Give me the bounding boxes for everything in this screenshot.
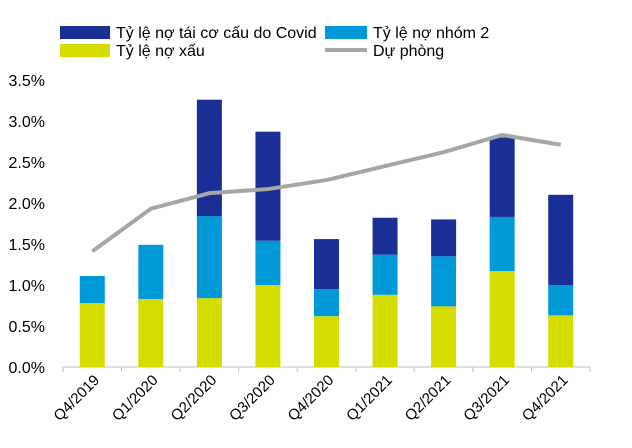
bar-tỷ-lệ-nợ-nhóm-2	[255, 240, 281, 285]
bar-tỷ-lệ-nợ-xấu	[489, 271, 515, 367]
bar-tỷ-lệ-nợ-nhóm-2	[79, 275, 105, 304]
bar-tỷ-lệ-nợ-nhóm-2	[489, 216, 515, 272]
x-tick-label: Q1/2020	[109, 372, 162, 425]
legend-swatch	[325, 26, 367, 39]
x-tick-label: Q4/2021	[519, 372, 572, 425]
x-tick-label: Q4/2019	[50, 372, 103, 425]
bar-tỷ-lệ-nợ-xấu	[548, 315, 574, 367]
legend-label: Tỷ lệ nợ xấu	[116, 43, 205, 60]
bar-tỷ-lệ-nợ-nhóm-2	[548, 285, 574, 316]
x-tick-label: Q2/2020	[168, 372, 221, 425]
y-tick-label: 0.0%	[9, 360, 45, 377]
legend-label: Dự phòng	[373, 43, 444, 60]
bar-tỷ-lệ-nợ-xấu	[79, 303, 105, 367]
y-tick-label: 1.5%	[9, 237, 45, 254]
bar-tỷ-lệ-nợ-xấu	[255, 285, 281, 367]
bar-tỷ-lệ-nợ-xấu	[314, 316, 339, 367]
legend-swatch	[60, 44, 110, 57]
bar-tỷ-lệ-nợ-nhóm-2	[138, 244, 164, 299]
bar-tỷ-lệ-nợ-nhóm-2	[431, 256, 457, 307]
x-tick-label: Q3/2021	[460, 372, 513, 425]
x-tick-label: Q3/2020	[226, 372, 279, 425]
bar-tỷ-lệ-nợ-tái-cơ-cấu-do-covid	[314, 239, 339, 290]
x-tick-label: Q2/2021	[402, 372, 455, 425]
bar-tỷ-lệ-nợ-tái-cơ-cấu-do-covid	[489, 137, 515, 217]
line-du-phong	[91, 132, 562, 253]
y-tick-label: 3.5%	[9, 73, 45, 90]
bar-tỷ-lệ-nợ-xấu	[196, 298, 222, 367]
legend-label: Tỷ lệ nợ tái cơ cấu do Covid	[116, 25, 317, 42]
y-tick-label: 2.5%	[9, 155, 45, 172]
bar-tỷ-lệ-nợ-nhóm-2	[372, 254, 398, 295]
bar-tỷ-lệ-nợ-tái-cơ-cấu-do-covid	[431, 219, 457, 257]
bar-tỷ-lệ-nợ-xấu	[431, 306, 457, 367]
bar-tỷ-lệ-nợ-xấu	[138, 298, 164, 367]
bar-tỷ-lệ-nợ-tái-cơ-cấu-do-covid	[372, 217, 398, 255]
bar-tỷ-lệ-nợ-tái-cơ-cấu-do-covid	[196, 99, 222, 217]
y-tick-label: 0.5%	[9, 319, 45, 336]
x-tick-label: Q4/2020	[285, 372, 338, 425]
bar-tỷ-lệ-nợ-xấu	[372, 294, 398, 367]
x-tick-label: Q1/2021	[343, 372, 396, 425]
bar-tỷ-lệ-nợ-tái-cơ-cấu-do-covid	[548, 194, 574, 285]
legend-label: Tỷ lệ nợ nhóm 2	[373, 25, 489, 42]
y-tick-label: 1.0%	[9, 278, 45, 295]
y-tick-label: 3.0%	[9, 114, 45, 131]
y-tick-label: 2.0%	[9, 196, 45, 213]
legend-swatch	[60, 26, 110, 39]
bar-tỷ-lệ-nợ-nhóm-2	[196, 216, 222, 299]
bar-tỷ-lệ-nợ-nhóm-2	[314, 289, 339, 317]
